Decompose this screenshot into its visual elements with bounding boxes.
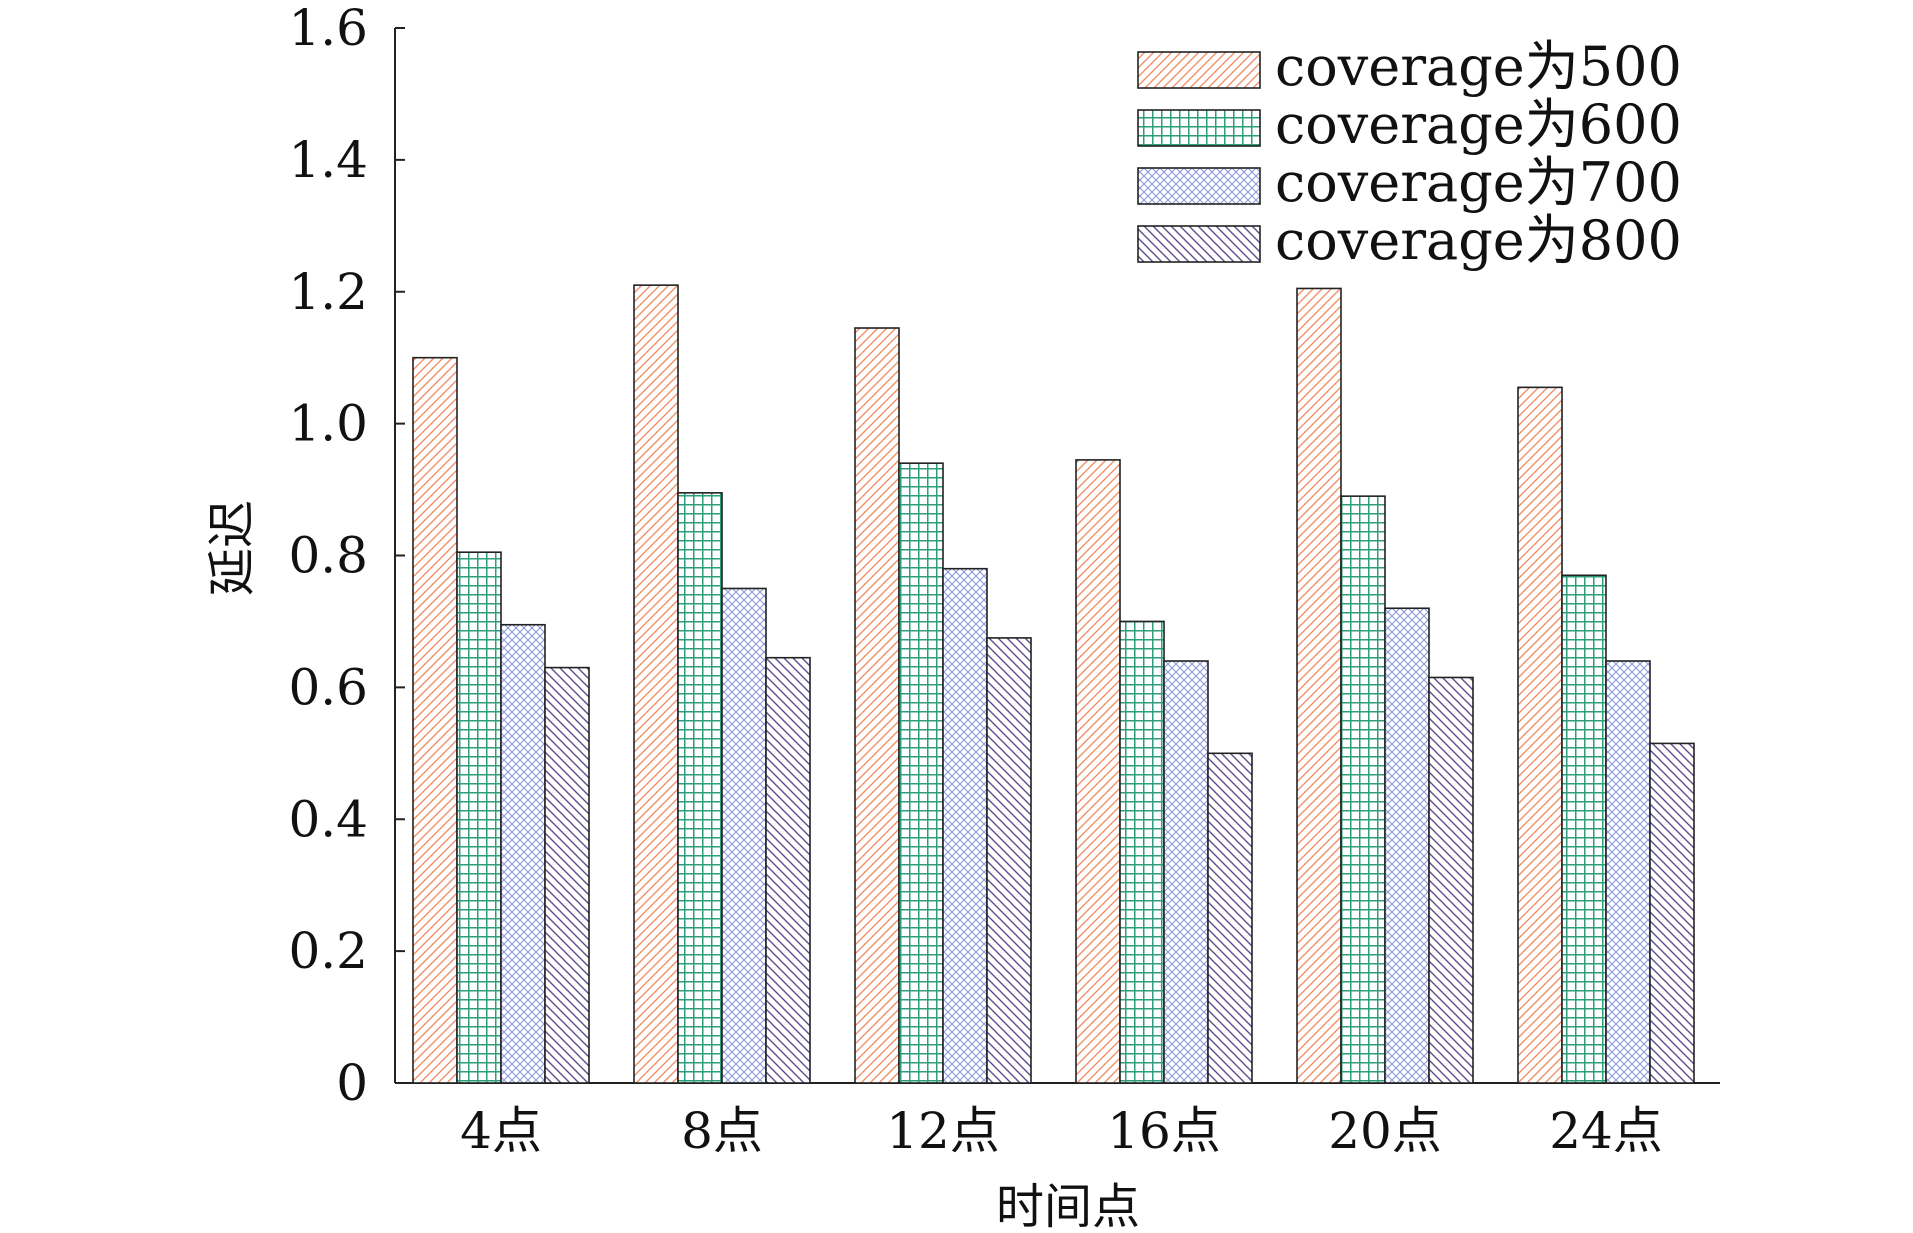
legend-label: coverage为700 <box>1275 151 1682 214</box>
bars <box>412 284 1695 1084</box>
bar <box>1517 386 1563 1084</box>
y-tick-label: 1.4 <box>288 131 368 189</box>
y-axis-title: 延迟 <box>204 500 260 596</box>
bar <box>1163 660 1209 1084</box>
legend-swatch <box>1137 225 1261 263</box>
bar <box>1296 287 1342 1084</box>
bar <box>1119 620 1165 1084</box>
legend-label: coverage为500 <box>1275 35 1682 98</box>
y-ticks: 0 0.2 0.4 0.6 0.8 1.0 1.2 1.4 1.6 <box>288 0 405 1112</box>
x-tick-label: 12点 <box>886 1102 1000 1160</box>
y-tick-label: 0.4 <box>288 790 368 848</box>
bar <box>1428 676 1474 1084</box>
bar <box>1340 495 1386 1084</box>
bar <box>986 637 1032 1084</box>
bar <box>1075 459 1121 1084</box>
bar <box>1649 742 1695 1084</box>
bar <box>1605 660 1651 1084</box>
legend: coverage为500coverage为600coverage为700cove… <box>1137 35 1682 272</box>
bar <box>456 551 502 1084</box>
y-tick-label: 0.6 <box>288 658 368 716</box>
bar <box>633 284 679 1084</box>
x-tick-label: 16点 <box>1107 1102 1221 1160</box>
legend-swatch <box>1137 167 1261 205</box>
bar <box>1207 752 1253 1084</box>
legend-swatch <box>1137 109 1261 147</box>
y-tick-label: 1.2 <box>288 263 368 321</box>
bar <box>942 567 988 1084</box>
legend-label: coverage为600 <box>1275 93 1682 156</box>
bar <box>544 666 590 1084</box>
x-tick-label: 4点 <box>460 1102 542 1160</box>
x-axis-title: 时间点 <box>996 1179 1140 1228</box>
y-tick-label: 1.0 <box>288 395 368 453</box>
x-tick-label: 20点 <box>1328 1102 1442 1160</box>
legend-label: coverage为800 <box>1275 209 1682 272</box>
y-tick-label: 0.2 <box>288 922 368 980</box>
bar <box>854 327 900 1084</box>
bar <box>1561 574 1607 1084</box>
y-tick-label: 0.8 <box>288 527 368 585</box>
x-tick-label: 8点 <box>681 1102 763 1160</box>
bar <box>898 462 944 1084</box>
bar <box>721 587 767 1084</box>
x-tick-labels: 4点 8点 12点 16点 20点 24点 <box>460 1102 1663 1160</box>
bar <box>1384 607 1430 1084</box>
bar <box>500 623 546 1084</box>
x-tick-label: 24点 <box>1549 1102 1663 1160</box>
bar <box>412 356 458 1084</box>
legend-swatch <box>1137 51 1261 89</box>
bar <box>765 656 811 1084</box>
bar <box>677 492 723 1084</box>
y-tick-label: 1.6 <box>288 0 368 57</box>
y-tick-label: 0 <box>336 1054 368 1112</box>
